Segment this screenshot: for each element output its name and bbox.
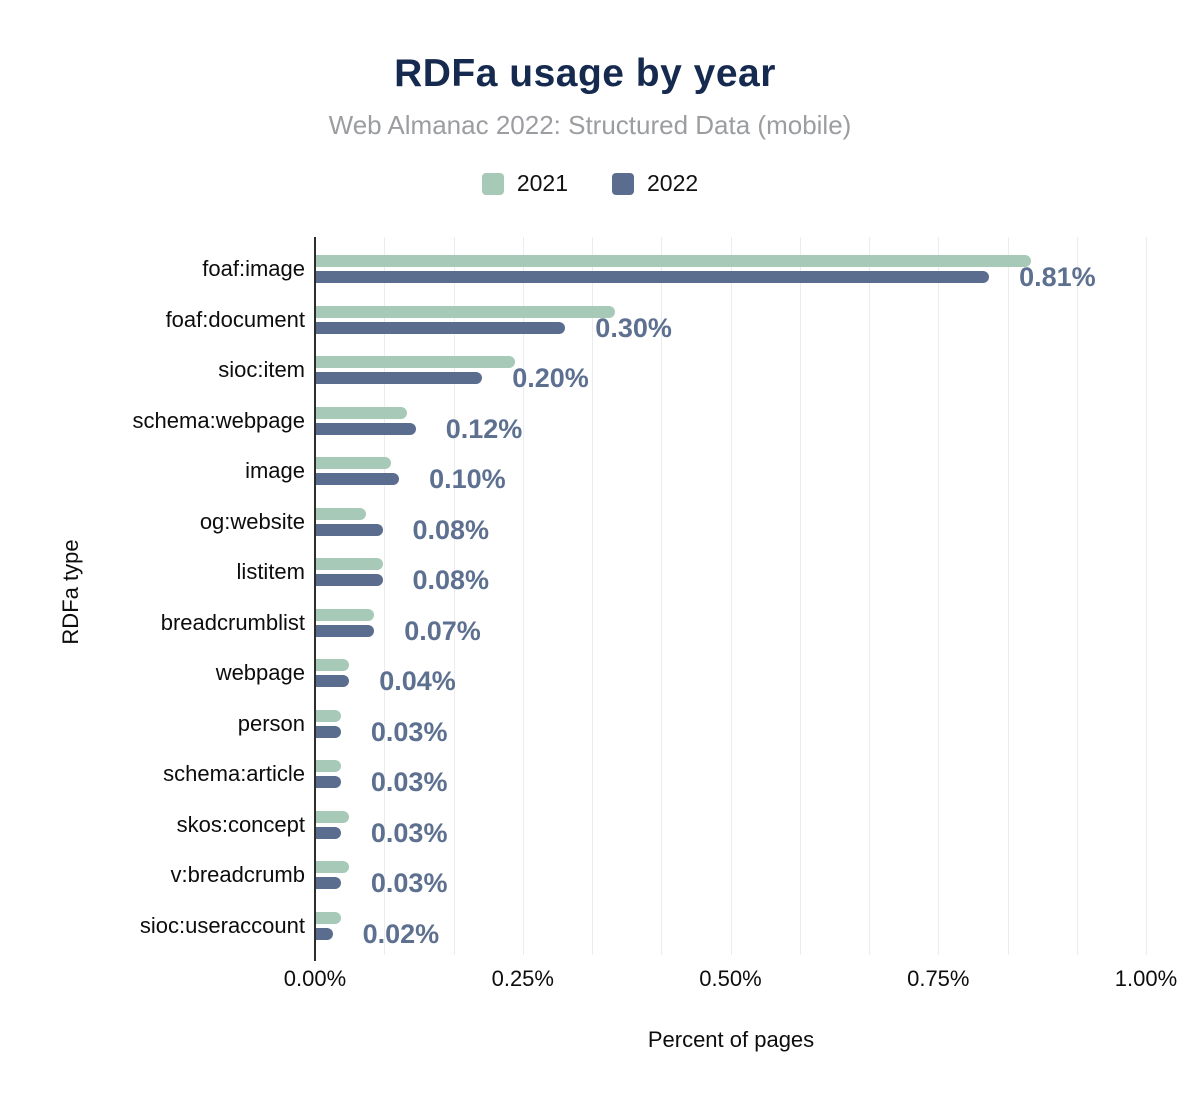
bar-2021[interactable] — [316, 457, 391, 470]
category-label: listitem — [236, 559, 305, 585]
bar-2022[interactable] — [316, 271, 990, 284]
value-label: 0.30% — [595, 312, 672, 343]
bar-2021[interactable] — [316, 861, 350, 874]
x-axis-tick-label: 1.00% — [1114, 966, 1178, 991]
x-axis-title: Percent of pages — [647, 1027, 815, 1052]
value-label: 0.07% — [404, 615, 481, 646]
value-label: 0.03% — [370, 868, 448, 899]
x-axis-tick-label: 0.00% — [283, 966, 347, 991]
value-label: 0.02% — [362, 918, 440, 949]
value-label: 0.08% — [412, 565, 490, 596]
category-label: webpage — [215, 660, 305, 686]
legend-swatch-2022 — [612, 172, 634, 195]
plot-gridline — [869, 237, 870, 955]
bar-2021[interactable] — [316, 356, 516, 369]
chart-subtitle: Web Almanac 2022: Structured Data (mobil… — [328, 110, 852, 140]
bar-2021[interactable] — [316, 709, 341, 722]
category-label: person — [237, 710, 305, 736]
bar-2022[interactable] — [316, 321, 566, 334]
legend-item-2022[interactable]: 2022 — [612, 170, 698, 197]
value-label: 0.04% — [379, 666, 456, 697]
y-axis-title: RDFa type — [58, 539, 83, 645]
plot-gridline — [384, 237, 386, 955]
category-label: skos:concept — [176, 811, 305, 837]
bar-2022[interactable] — [316, 422, 416, 435]
plot-gridline — [938, 237, 940, 955]
plot-gridline — [730, 237, 732, 955]
bar-2021[interactable] — [316, 406, 408, 419]
y-axis-line — [314, 237, 316, 961]
bar-2022[interactable] — [316, 776, 341, 789]
bar-2022[interactable] — [316, 624, 375, 637]
bar-2022[interactable] — [316, 826, 341, 839]
value-label: 0.20% — [512, 363, 589, 394]
x-axis-tick-label: 0.25% — [491, 966, 554, 991]
plot-gridline — [1146, 237, 1147, 955]
category-label: foaf:document — [165, 306, 305, 332]
category-label: sioc:item — [218, 357, 305, 383]
bar-2021[interactable] — [316, 911, 341, 924]
legend-item-2021[interactable]: 2021 — [481, 170, 568, 197]
bar-2021[interactable] — [316, 760, 341, 773]
value-label: 0.12% — [445, 413, 523, 444]
category-label: schema:webpage — [132, 407, 305, 433]
bar-2021[interactable] — [316, 659, 350, 672]
category-label: foaf:image — [202, 256, 305, 282]
category-label: v:breadcrumb — [170, 862, 305, 888]
value-label: 0.10% — [429, 464, 506, 495]
x-axis-tick-label: 0.75% — [907, 966, 970, 991]
legend-label-2022: 2022 — [647, 170, 699, 196]
plot-gridline — [1007, 237, 1009, 955]
plot-gridline — [522, 237, 524, 955]
bar-2022[interactable] — [316, 574, 383, 587]
plot-gridline — [1076, 237, 1078, 955]
bar-2021[interactable] — [316, 305, 616, 318]
value-label: 0.08% — [412, 514, 490, 545]
bar-2021[interactable] — [316, 255, 1031, 268]
category-label: schema:article — [163, 761, 305, 787]
bar-2022[interactable] — [316, 473, 400, 486]
plot-gridline — [661, 237, 663, 955]
bar-2022[interactable] — [316, 675, 350, 688]
category-label: og:website — [199, 508, 305, 534]
legend-label-2021: 2021 — [516, 170, 568, 196]
value-label: 0.03% — [370, 767, 448, 798]
legend: 2021 2022 — [0, 170, 1180, 197]
category-label: sioc:useraccount — [139, 912, 305, 938]
bar-2021[interactable] — [316, 558, 383, 571]
chart-title: RDFa usage by year — [394, 52, 776, 95]
value-label: 0.81% — [1019, 262, 1096, 293]
bar-2022[interactable] — [316, 523, 383, 536]
plot-gridline — [592, 237, 593, 955]
value-label: 0.03% — [370, 716, 448, 747]
category-label: image — [245, 458, 305, 484]
bar-2022[interactable] — [316, 372, 483, 385]
plot-gridline — [453, 237, 455, 955]
bar-2021[interactable] — [316, 507, 366, 520]
x-axis-tick-label: 0.50% — [699, 966, 762, 991]
bar-2022[interactable] — [316, 927, 333, 940]
bar-2021[interactable] — [316, 608, 375, 621]
bar-2022[interactable] — [316, 725, 341, 738]
category-label: breadcrumblist — [160, 609, 305, 635]
value-label: 0.03% — [370, 817, 448, 848]
plot-gridline — [799, 237, 801, 955]
bar-2021[interactable] — [316, 810, 350, 823]
bar-2022[interactable] — [316, 877, 341, 890]
legend-swatch-2021 — [481, 172, 504, 195]
